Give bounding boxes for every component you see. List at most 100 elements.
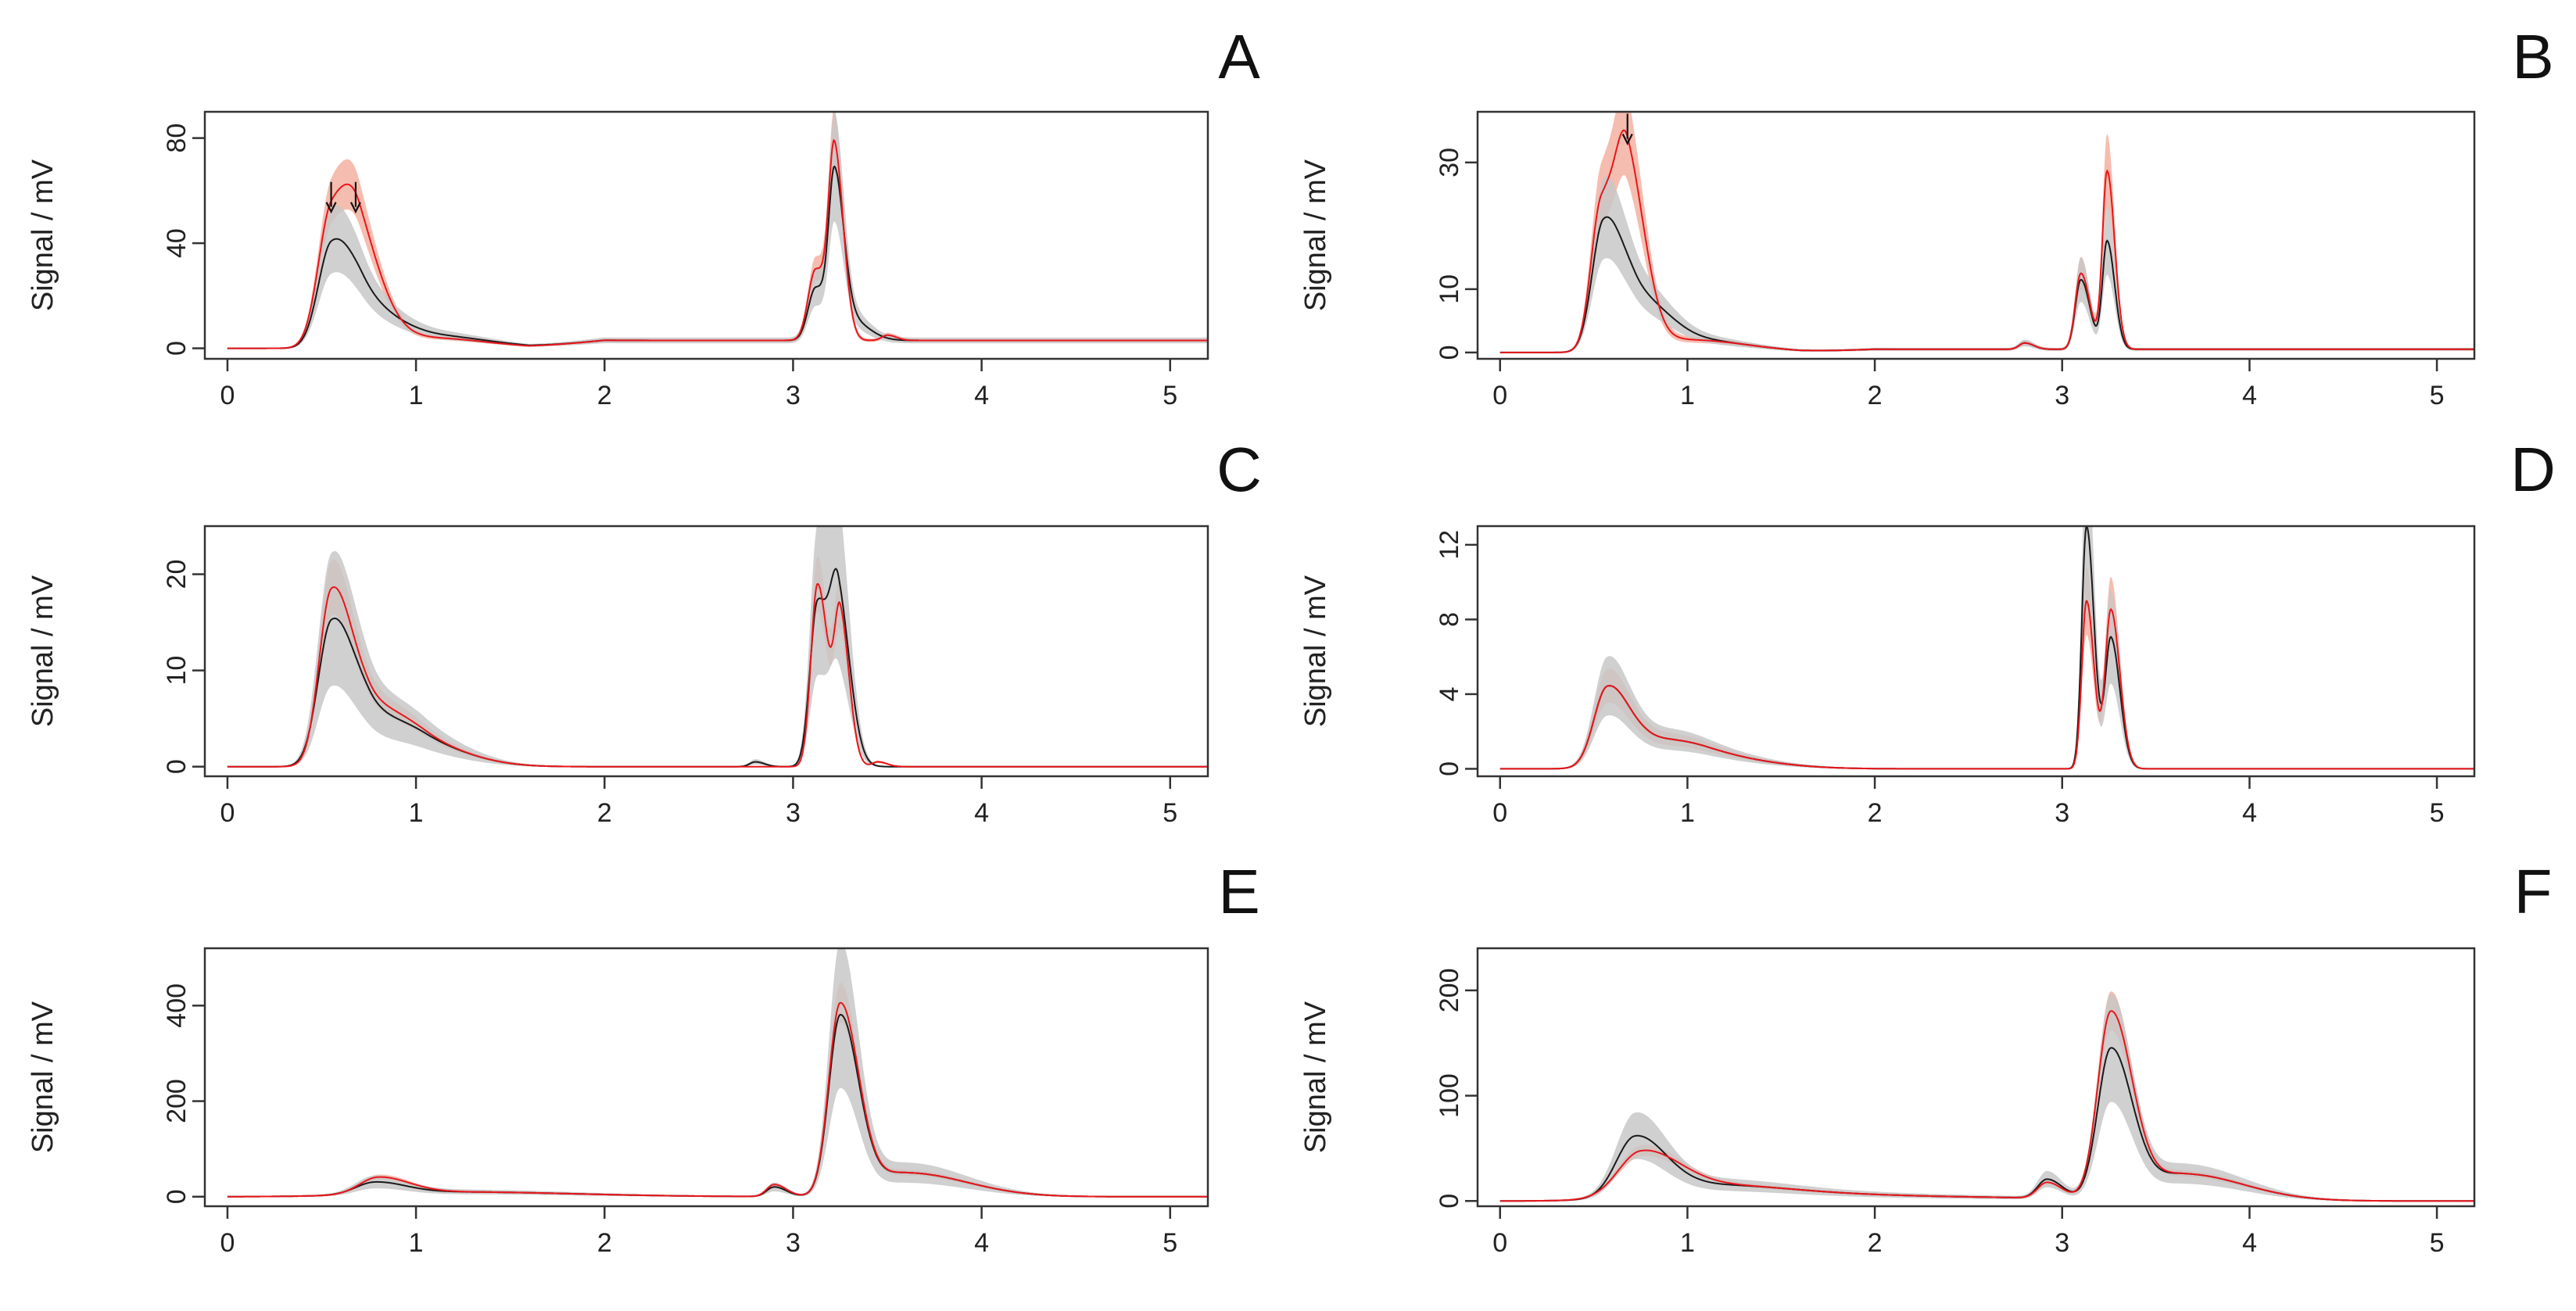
- x-tick-label: 4: [2242, 1228, 2257, 1258]
- x-tick-label: 3: [786, 381, 801, 410]
- gray-variance-band: [1499, 994, 2474, 1202]
- y-tick-label: 100: [1435, 1073, 1464, 1118]
- y-tick-label: 200: [162, 1079, 192, 1123]
- y-tick-label: 0: [1435, 761, 1464, 776]
- x-tick-label: 1: [1680, 798, 1695, 828]
- y-axis-label: Signal / mV: [27, 1001, 59, 1153]
- x-tick-label: 4: [2242, 798, 2257, 828]
- x-tick-label: 0: [220, 1228, 235, 1258]
- x-tick-label: 3: [2055, 1228, 2069, 1258]
- y-tick-label: 4: [1435, 686, 1464, 701]
- plot-frame: [1476, 525, 2476, 778]
- panel-label: D: [2510, 435, 2556, 504]
- y-tick-label: 12: [1435, 530, 1464, 560]
- plot-area: [227, 112, 1208, 349]
- panel-label: E: [1218, 857, 1259, 926]
- y-tick-label: 10: [1435, 274, 1464, 304]
- x-tick-label: 4: [974, 798, 989, 828]
- series-red-line: [227, 1001, 1208, 1198]
- y-tick-label: 400: [162, 983, 192, 1028]
- red-variance-band: [227, 983, 1208, 1198]
- y-axis-label: Signal / mV: [1299, 159, 1332, 311]
- y-axis-label: Signal / mV: [27, 575, 59, 727]
- panel-c: 0 1 2 3 4 5 0 10 20 Signal / mV C: [27, 435, 1262, 828]
- plot-frame: [203, 525, 1209, 778]
- gray-variance-band: [227, 112, 1208, 349]
- y-tick-label: 20: [162, 560, 192, 589]
- x-tick-label: 3: [2055, 381, 2069, 410]
- y-tick-label: 10: [162, 656, 192, 686]
- x-tick-label: 5: [2430, 381, 2445, 410]
- x-tick-label: 2: [597, 1228, 612, 1258]
- plot-area: [1499, 526, 2474, 770]
- y-tick-label: 30: [1435, 148, 1464, 177]
- x-tick-label: 0: [1492, 798, 1507, 828]
- series-black-line: [227, 1013, 1208, 1198]
- y-tick-label: 0: [1435, 1194, 1464, 1209]
- peak-arrow-head: [325, 202, 337, 214]
- red-variance-band: [227, 556, 1208, 768]
- x-tick-label: 4: [974, 381, 989, 410]
- panel-label: F: [2514, 857, 2553, 926]
- x-tick-label: 2: [597, 798, 612, 828]
- x-tick-label: 1: [409, 798, 424, 828]
- panel-b: 0 1 2 3 4 5 0 10 30 Signal / mV B: [1299, 22, 2554, 410]
- gray-variance-band: [227, 948, 1208, 1198]
- series-red-line: [227, 582, 1208, 768]
- plot-area: [227, 526, 1208, 768]
- gray-variance-band: [227, 526, 1208, 768]
- x-tick-label: 2: [1868, 798, 1883, 828]
- x-tick-label: 2: [1868, 1228, 1883, 1258]
- x-tick-label: 1: [409, 381, 424, 410]
- x-tick-label: 0: [220, 798, 235, 828]
- y-axis-label: Signal / mV: [1299, 575, 1332, 727]
- x-tick-label: 3: [786, 1228, 801, 1258]
- x-tick-label: 3: [2055, 798, 2069, 828]
- plot-frame: [203, 947, 1209, 1208]
- x-tick-label: 2: [1868, 381, 1883, 410]
- red-variance-band: [1499, 112, 2474, 353]
- x-tick-label: 2: [597, 381, 612, 410]
- y-tick-label: 8: [1435, 612, 1464, 627]
- x-tick-label: 5: [2430, 798, 2445, 828]
- series-red-line: [1499, 129, 2474, 353]
- x-tick-label: 1: [1680, 381, 1695, 410]
- plot-frame: [1476, 110, 2476, 360]
- x-tick-label: 0: [1492, 1228, 1507, 1258]
- y-axis-label: Signal / mV: [1299, 1001, 1332, 1153]
- gray-variance-band: [1499, 526, 2474, 770]
- x-tick-label: 0: [1492, 381, 1507, 410]
- panel-a: 0 1 2 3 4 5 0 40 80 Signal / mV A: [27, 22, 1260, 410]
- y-tick-label: 80: [162, 124, 192, 153]
- red-variance-band: [1499, 991, 2474, 1202]
- peak-arrow-head: [1621, 134, 1633, 145]
- y-tick-label: 0: [1435, 345, 1464, 360]
- y-tick-label: 0: [162, 1189, 192, 1204]
- y-tick-label: 200: [1435, 969, 1464, 1013]
- plot-area: [227, 948, 1208, 1198]
- x-tick-label: 3: [786, 798, 801, 828]
- panel-f: 0 1 2 3 4 5 0 100 200 Signal / mV F: [1299, 857, 2552, 1258]
- x-tick-label: 1: [409, 1228, 424, 1258]
- x-tick-label: 4: [2242, 381, 2257, 410]
- plot-area: [1499, 112, 2474, 353]
- plot-area: [1499, 991, 2474, 1202]
- panel-e: 0 1 2 3 4 5 0 200 400 Signal / mV E: [27, 857, 1260, 1258]
- x-tick-label: 0: [220, 381, 235, 410]
- series-black-line: [227, 568, 1208, 768]
- y-axis-label: Signal / mV: [27, 159, 59, 311]
- panel-label: B: [2512, 22, 2553, 91]
- series-red-line: [227, 138, 1208, 349]
- x-tick-label: 4: [974, 1228, 989, 1258]
- plot-frame: [1476, 947, 2476, 1208]
- panel-label: A: [1218, 22, 1260, 91]
- x-tick-label: 5: [1163, 798, 1177, 828]
- series-red-line: [1499, 600, 2474, 770]
- x-tick-label: 5: [2430, 1228, 2445, 1258]
- red-variance-band: [227, 112, 1208, 349]
- y-tick-label: 40: [162, 228, 192, 258]
- x-tick-label: 1: [1680, 1228, 1695, 1258]
- series-red-line: [1499, 1010, 2474, 1202]
